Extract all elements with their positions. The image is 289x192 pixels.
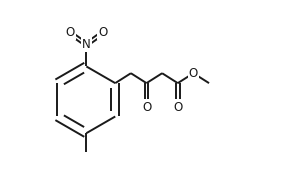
Text: O: O <box>189 67 198 80</box>
Text: O: O <box>66 26 75 39</box>
Text: O: O <box>142 101 151 114</box>
Text: N: N <box>82 38 91 51</box>
Text: O: O <box>98 26 107 39</box>
Text: O: O <box>173 101 182 114</box>
